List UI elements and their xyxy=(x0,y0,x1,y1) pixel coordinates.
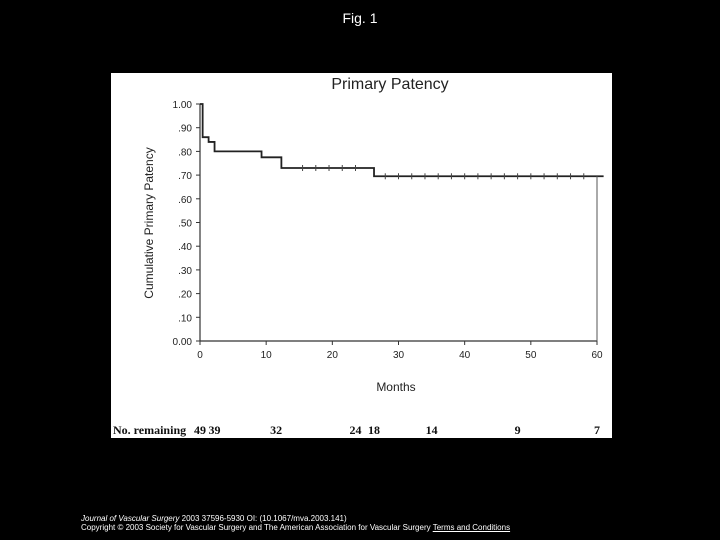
x-tick-label: 10 xyxy=(261,350,273,361)
at-risk-value: 32 xyxy=(270,423,282,437)
x-tick-label: 30 xyxy=(393,350,405,361)
caption: Journal of Vascular Surgery 2003 37596-5… xyxy=(81,514,681,532)
y-axis-label: Cumulative Primary Patency xyxy=(142,147,156,298)
y-tick-label: .10 xyxy=(178,313,192,324)
y-tick-label: .20 xyxy=(178,290,192,301)
at-risk-value: 7 xyxy=(594,423,600,437)
survival-step-line xyxy=(200,103,604,178)
ticks: 0.00 .10 .20 .30 .40 .50 .60 .70 .80 .90 1.00 0 10 20… xyxy=(173,100,603,361)
figure-label: Fig. 1 xyxy=(342,10,378,26)
at-risk-value: 9 xyxy=(515,423,521,437)
x-tick-label: 40 xyxy=(459,350,471,361)
caption-line-1: Journal of Vascular Surgery 2003 37596-5… xyxy=(81,514,681,523)
survival-curve xyxy=(200,103,604,341)
at-risk-value: 39 xyxy=(209,423,221,437)
copyright: Copyright © 2003 Society for Vascular Su… xyxy=(81,523,433,532)
at-risk-value: 14 xyxy=(426,423,438,437)
y-tick-label: 0.00 xyxy=(173,337,193,348)
y-tick-label: .80 xyxy=(178,147,192,158)
y-tick-label: .30 xyxy=(178,266,192,277)
x-tick-label: 60 xyxy=(591,350,603,361)
chart-panel: Primary Patency Cumulative Primary Paten… xyxy=(111,73,612,438)
at-risk-value: 24 xyxy=(349,423,361,437)
chart-title: Primary Patency xyxy=(331,76,448,93)
y-tick-label: .70 xyxy=(178,171,192,182)
at-risk-row: No. remaining 49 39 32 24 18 14 9 7 xyxy=(113,423,600,437)
x-axis-label: Months xyxy=(376,380,415,394)
y-tick-label: .90 xyxy=(178,124,192,135)
y-tick-label: .40 xyxy=(178,242,192,253)
journal-name: Journal of Vascular Surgery xyxy=(81,514,180,523)
censor-marks xyxy=(302,164,585,180)
x-tick-label: 50 xyxy=(525,350,537,361)
chart-svg: Primary Patency Cumulative Primary Paten… xyxy=(113,76,604,437)
y-tick-label: .50 xyxy=(178,219,192,230)
axes xyxy=(199,104,597,342)
citation: 2003 37596-5930 OI: (10.1067/mva.2003.14… xyxy=(179,514,347,523)
at-risk-value: 49 xyxy=(194,423,206,437)
at-risk-label: No. remaining xyxy=(113,423,186,437)
terms-link[interactable]: Terms and Conditions xyxy=(432,523,511,532)
at-risk-value: 18 xyxy=(368,423,380,437)
x-tick-label: 0 xyxy=(197,350,203,361)
y-tick-label: 1.00 xyxy=(173,100,193,111)
x-tick-label: 20 xyxy=(327,350,339,361)
y-tick-label: .60 xyxy=(178,195,192,206)
caption-line-2: Copyright © 2003 Society for Vascular Su… xyxy=(81,523,681,532)
